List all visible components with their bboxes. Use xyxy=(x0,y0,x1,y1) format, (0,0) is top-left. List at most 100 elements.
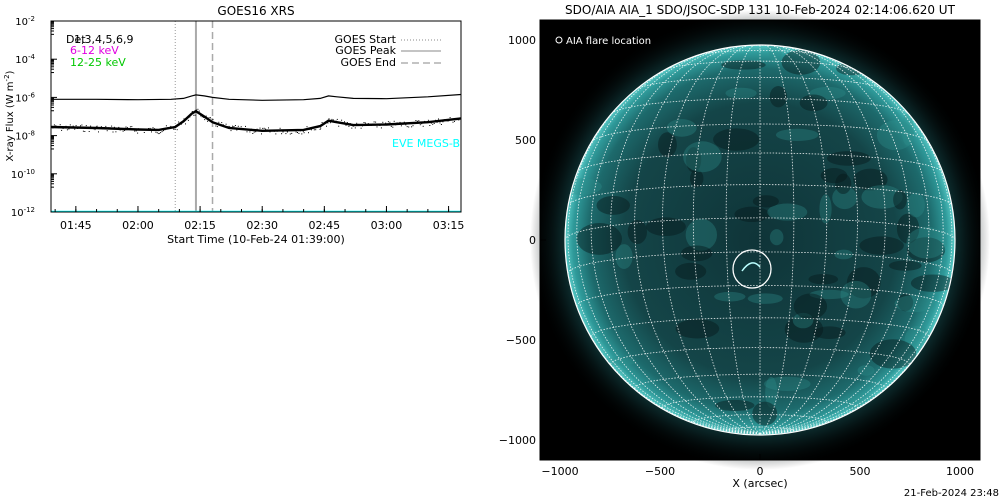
noise-dot xyxy=(286,131,288,133)
noise-dot xyxy=(366,124,368,126)
noise-dot xyxy=(308,132,309,134)
noise-dot xyxy=(263,127,265,129)
noise-dot xyxy=(411,126,413,128)
goes-x-tick-label: 03:00 xyxy=(371,219,403,232)
noise-dot xyxy=(225,123,227,125)
noise-dot xyxy=(288,129,290,131)
noise-dot xyxy=(276,130,278,132)
noise-dot xyxy=(454,120,455,122)
noise-dot xyxy=(409,122,411,124)
texture-blob xyxy=(869,339,917,369)
texture-blob xyxy=(853,168,888,191)
longitude-line xyxy=(759,76,953,435)
noise-dot xyxy=(324,123,326,124)
noise-dot xyxy=(433,123,435,124)
noise-dot xyxy=(265,128,267,130)
noise-dot xyxy=(59,124,61,126)
texture-blob xyxy=(896,213,920,244)
noise-dot xyxy=(219,124,221,126)
noise-dot xyxy=(396,122,398,124)
legend-12-25kev: 12-25 keV xyxy=(70,56,126,69)
noise-dot xyxy=(316,126,318,128)
goes-chart: GOES16 XRS Det 1,3,4,5,6,9 6-12 keV 12-2… xyxy=(3,4,464,246)
goes-x-axis: 01:45 02:00 02:15 02:30 02:45 03:00 03:15 xyxy=(54,206,464,232)
noise-dot xyxy=(80,125,81,127)
noise-dot xyxy=(405,124,407,126)
noise-dot xyxy=(139,129,141,131)
noise-dot xyxy=(292,129,294,131)
noise-dot xyxy=(204,119,206,121)
noise-dot xyxy=(281,133,283,135)
series-long xyxy=(51,93,461,101)
noise-dot xyxy=(191,111,193,112)
noise-dot xyxy=(215,125,217,127)
longitude-line xyxy=(725,45,761,435)
texture-blob xyxy=(901,113,914,146)
latitude-line xyxy=(576,152,944,173)
noise-dot xyxy=(229,126,231,128)
noise-dot xyxy=(402,123,404,125)
noise-dot xyxy=(135,130,137,132)
noise-dot xyxy=(228,125,230,127)
noise-dot xyxy=(425,121,427,123)
texture-blob xyxy=(739,426,759,435)
noise-dot xyxy=(88,131,90,132)
noise-dot xyxy=(91,127,93,129)
noise-dot xyxy=(74,128,76,130)
longitude-line xyxy=(759,48,930,435)
texture-blob xyxy=(752,195,779,208)
longitude-line xyxy=(759,47,910,435)
noise-dot xyxy=(77,128,79,129)
noise-dot xyxy=(158,132,160,134)
noise-dot xyxy=(424,120,426,122)
noise-dot xyxy=(367,123,369,125)
noise-dot xyxy=(266,129,268,131)
noise-dot xyxy=(321,122,323,123)
noise-dot xyxy=(232,125,233,127)
legend-goes-end: GOES End xyxy=(340,56,396,69)
noise-dot xyxy=(313,129,315,131)
texture-blob xyxy=(793,293,828,320)
texture-blob xyxy=(792,312,814,329)
noise-dot xyxy=(295,131,297,133)
noise-dot xyxy=(392,126,394,128)
noise-dot xyxy=(201,116,203,118)
noise-dot xyxy=(385,122,387,124)
noise-dot xyxy=(118,126,120,128)
goes-plot-frame xyxy=(50,20,462,213)
noise-dot xyxy=(234,125,236,126)
noise-dot xyxy=(156,132,158,134)
solar-limb xyxy=(564,44,956,436)
noise-dot xyxy=(148,128,150,129)
noise-dot xyxy=(52,127,54,129)
goes-x-tick-label: 02:15 xyxy=(184,219,216,232)
legend-det-numbers: 1,3,4,5,6,9 xyxy=(74,33,133,46)
noise-dot xyxy=(65,125,67,127)
noise-dot xyxy=(446,120,448,122)
noise-dot xyxy=(112,131,114,133)
noise-dot xyxy=(95,126,97,128)
noise-dot xyxy=(406,126,408,128)
goes-x-tick-label: 02:30 xyxy=(246,219,278,232)
noise-dot xyxy=(269,131,271,133)
noise-dot xyxy=(421,123,423,125)
noise-dot xyxy=(436,121,438,123)
longitude-line xyxy=(634,45,761,435)
noise-dot xyxy=(284,130,285,132)
noise-dot xyxy=(445,119,447,121)
noise-dot xyxy=(346,122,348,124)
noise-dot xyxy=(403,121,405,123)
noise-dot xyxy=(221,122,223,124)
aia-x-axis: −1000 −500 0 500 1000 xyxy=(541,454,974,478)
noise-dot xyxy=(383,123,385,125)
noise-dot xyxy=(389,121,391,123)
aia-y-tick-label: 1000 xyxy=(508,34,536,47)
noise-dot xyxy=(439,122,441,124)
noise-dot xyxy=(174,128,176,130)
noise-dot xyxy=(328,118,330,120)
noise-dot xyxy=(356,122,358,124)
noise-dot xyxy=(58,127,60,129)
texture-blob xyxy=(752,401,778,426)
noise-dot xyxy=(167,127,169,129)
